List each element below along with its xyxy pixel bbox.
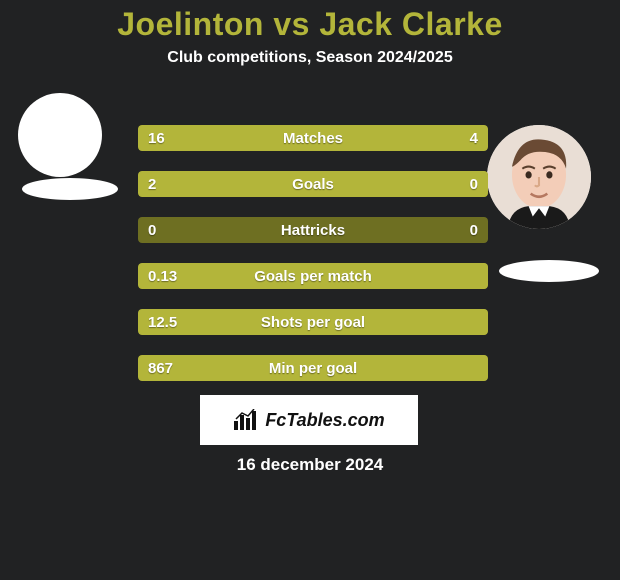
subtitle: Club competitions, Season 2024/2025 <box>0 49 620 67</box>
bar-row: 00Hattricks <box>138 217 488 243</box>
bar-row: 20Goals <box>138 171 488 197</box>
date-label: 16 december 2024 <box>0 455 620 475</box>
player-left-avatar <box>18 93 102 177</box>
player-right-face-icon <box>487 125 591 229</box>
bar-row: 867Min per goal <box>138 355 488 381</box>
player-left-shadow <box>22 178 118 200</box>
page-title: Joelinton vs Jack Clarke <box>0 0 620 43</box>
player-right-avatar <box>487 125 591 229</box>
bar-label: Shots per goal <box>138 309 488 335</box>
bar-label: Goals per match <box>138 263 488 289</box>
player-right-shadow <box>499 260 599 282</box>
bar-label: Goals <box>138 171 488 197</box>
bar-row: 0.13Goals per match <box>138 263 488 289</box>
brand-badge: FcTables.com <box>200 395 418 445</box>
brand-text: FcTables.com <box>265 410 384 431</box>
bar-label: Matches <box>138 125 488 151</box>
bar-label: Hattricks <box>138 217 488 243</box>
bar-row: 164Matches <box>138 125 488 151</box>
brand-bars-icon <box>233 409 259 431</box>
bar-row: 12.5Shots per goal <box>138 309 488 335</box>
comparison-bars: 164Matches 20Goals 00Hattricks 0.13Goals pe… <box>138 125 488 401</box>
bar-label: Min per goal <box>138 355 488 381</box>
